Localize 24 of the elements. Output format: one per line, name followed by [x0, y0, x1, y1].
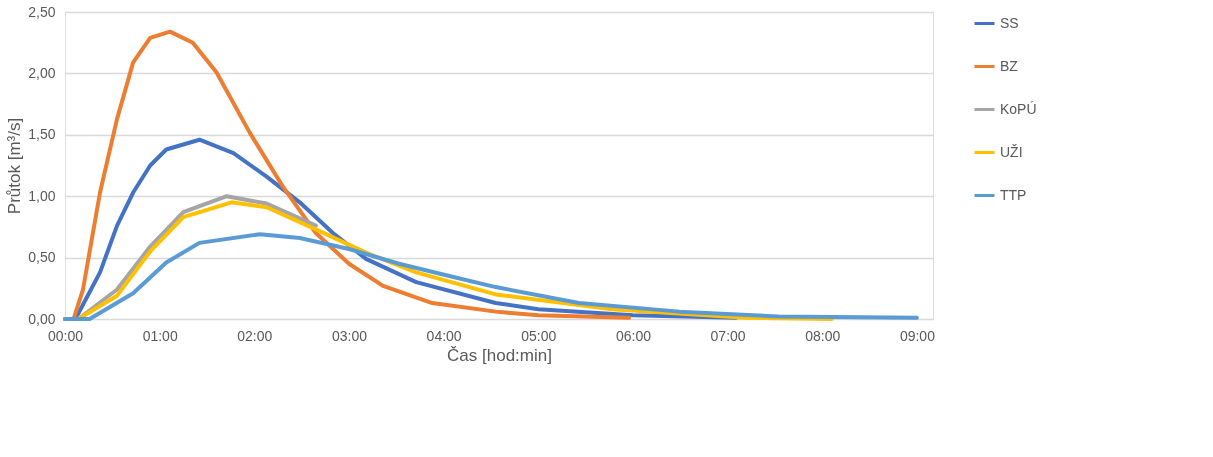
y-tick-label: 2,00 [28, 64, 56, 81]
x-tick-label: 01:00 [142, 327, 178, 344]
y-tick-label: 1,00 [28, 187, 56, 204]
legend-label: KoPÚ [1000, 100, 1037, 117]
legend-label: TTP [1000, 186, 1027, 203]
y-tick-label: 2,50 [28, 3, 56, 20]
x-tick-label: 09:00 [899, 327, 936, 344]
legend-label: SS [1000, 14, 1019, 31]
y-tick-label: 1,50 [28, 126, 56, 143]
x-tick-label: 08:00 [805, 327, 841, 344]
x-tick-label: 03:00 [331, 327, 368, 344]
y-axis-title: Průtok [m³/s] [5, 117, 25, 215]
legend-label: UŽI [1000, 143, 1023, 160]
y-tick-label: 0,50 [28, 249, 56, 266]
x-tick-label: 00:00 [47, 327, 84, 344]
x-tick-label: 06:00 [615, 327, 652, 344]
x-tick-label: 07:00 [710, 327, 746, 344]
x-tick-label: 05:00 [521, 327, 557, 344]
y-tick-label: 0,00 [28, 310, 56, 327]
x-axis-title: Čas [hod:min] [447, 345, 552, 365]
legend-label: BZ [1000, 57, 1019, 74]
x-tick-label: 02:00 [237, 327, 273, 344]
x-tick-label: 04:00 [426, 327, 462, 344]
line-series [63, 232, 919, 321]
